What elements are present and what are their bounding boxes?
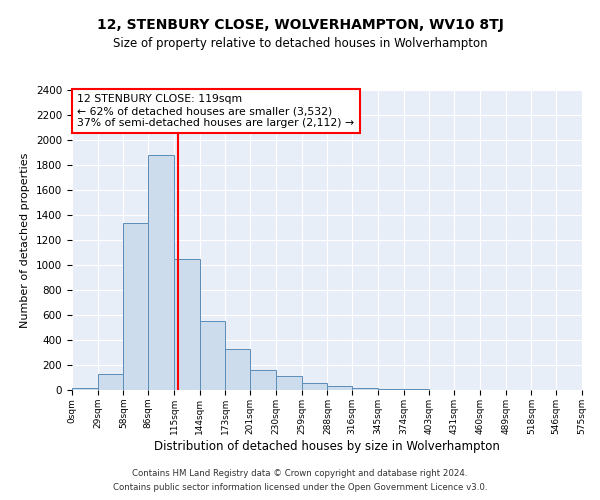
Bar xyxy=(302,382,328,390)
Bar xyxy=(124,222,148,390)
Bar xyxy=(250,370,276,390)
Bar xyxy=(200,320,226,390)
Bar xyxy=(328,386,352,390)
Bar xyxy=(226,350,250,390)
Bar xyxy=(352,388,378,390)
Y-axis label: Number of detached properties: Number of detached properties xyxy=(20,152,31,328)
Text: 12 STENBURY CLOSE: 119sqm
← 62% of detached houses are smaller (3,532)
37% of se: 12 STENBURY CLOSE: 119sqm ← 62% of detac… xyxy=(77,94,354,128)
Bar xyxy=(174,260,200,390)
Bar xyxy=(378,389,404,390)
Text: Contains HM Land Registry data © Crown copyright and database right 2024.: Contains HM Land Registry data © Crown c… xyxy=(132,468,468,477)
Text: Contains public sector information licensed under the Open Government Licence v3: Contains public sector information licen… xyxy=(113,484,487,492)
X-axis label: Distribution of detached houses by size in Wolverhampton: Distribution of detached houses by size … xyxy=(154,440,500,452)
Bar xyxy=(98,374,124,390)
Text: Size of property relative to detached houses in Wolverhampton: Size of property relative to detached ho… xyxy=(113,38,487,51)
Bar xyxy=(148,155,174,390)
Bar xyxy=(72,388,98,390)
Bar xyxy=(276,376,302,390)
Text: 12, STENBURY CLOSE, WOLVERHAMPTON, WV10 8TJ: 12, STENBURY CLOSE, WOLVERHAMPTON, WV10 … xyxy=(97,18,503,32)
